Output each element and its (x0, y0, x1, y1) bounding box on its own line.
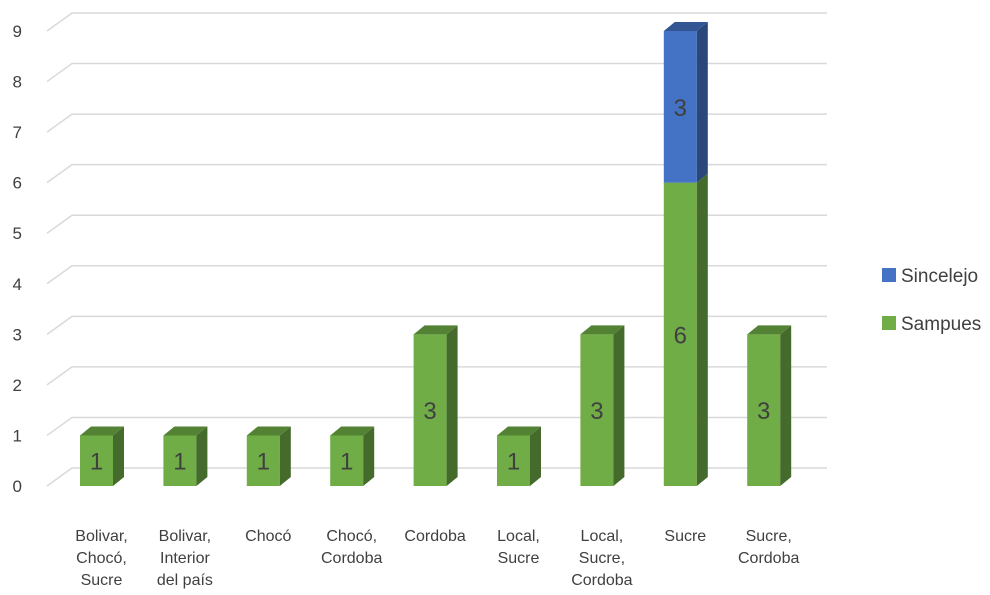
gridline-4 (46, 265, 827, 285)
bars: 1 1 1 1 3 1 3 6 3 3 (80, 22, 792, 486)
bar-sampues-1 (163, 426, 208, 486)
bar-sampues-7 (663, 173, 708, 486)
y-tick-label: 6 (13, 174, 22, 193)
data-label-sampues-2: 1 (257, 449, 270, 476)
bar-sampues-4 (413, 325, 458, 486)
bar-sampues-2 (246, 426, 291, 486)
legend-item-sampues: Sampues (882, 314, 981, 335)
data-label-sampues-5: 1 (507, 449, 520, 476)
data-label-sampues-4: 3 (423, 398, 436, 425)
legend-label: Sampues (901, 314, 981, 335)
data-label-sampues-6: 3 (590, 398, 603, 425)
legend-label: Sincelejo (901, 266, 978, 287)
bar-sincelejo-7 (663, 22, 708, 183)
x-category-label: Sucre (664, 528, 706, 545)
gridline-7 (46, 113, 827, 133)
x-category-label: Chocó, Cordoba (321, 528, 382, 567)
x-category-label: Cordoba (404, 528, 465, 545)
x-category-label: Local, Sucre (497, 528, 540, 567)
y-tick-label: 8 (13, 73, 22, 92)
x-category-label: Bolivar, Chocó, Sucre (75, 528, 127, 589)
x-category-label: Local, Sucre, Cordoba (571, 528, 632, 589)
gridline-9 (46, 12, 827, 32)
x-category-label: Sucre, Cordoba (738, 528, 799, 567)
gridline-2 (46, 366, 827, 386)
gridline-1 (46, 416, 827, 437)
y-axis-tick-labels: 0 1 2 3 4 5 6 7 8 9 (13, 22, 22, 496)
gridline-5 (46, 214, 827, 234)
legend-swatch (882, 316, 896, 330)
legend-swatch (882, 268, 896, 282)
bar-sampues-0 (80, 426, 124, 486)
gridline-6 (46, 163, 827, 184)
y-tick-label: 9 (13, 22, 22, 41)
bar-sampues-8 (747, 325, 792, 486)
bar-sampues-6 (580, 325, 625, 486)
y-tick-label: 5 (13, 224, 22, 243)
data-label-sincelejo-7: 3 (674, 95, 687, 122)
data-label-sampues-0: 1 (90, 449, 103, 476)
x-category-label: Bolivar, Interior del país (157, 528, 213, 589)
y-tick-label: 0 (13, 477, 22, 496)
x-category-label: Chocó (245, 528, 291, 545)
y-tick-label: 1 (13, 426, 22, 445)
gridlines (46, 12, 827, 487)
y-tick-label: 7 (13, 123, 22, 142)
y-tick-label: 2 (13, 376, 22, 395)
gridline-3 (46, 315, 827, 335)
legend-item-sincelejo: Sincelejo (882, 266, 978, 287)
gridline-0 (46, 467, 827, 487)
bar-sampues-3 (330, 426, 375, 486)
y-tick-label: 3 (13, 325, 22, 344)
data-label-sampues-1: 1 (173, 449, 186, 476)
legend: Sincelejo Sampues (882, 266, 981, 335)
bar-sampues-5 (497, 426, 541, 486)
data-label-sampues-7: 6 (674, 322, 687, 349)
data-label-sampues-8: 3 (757, 398, 770, 425)
x-axis-category-labels: Bolivar, Chocó, Sucre Bolivar, Interior del p… (75, 528, 799, 589)
data-label-sampues-3: 1 (340, 449, 353, 476)
gridline-8 (46, 62, 827, 83)
y-tick-label: 4 (13, 275, 22, 294)
